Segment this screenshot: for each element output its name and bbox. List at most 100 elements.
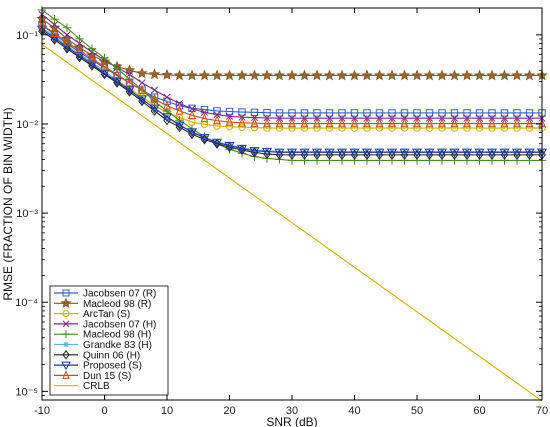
data-point-square	[288, 109, 296, 117]
data-point-triangle-down	[49, 34, 60, 44]
data-point-square	[525, 109, 534, 117]
data-point-circle	[488, 124, 496, 132]
data-point-triangle-down	[61, 361, 71, 371]
data-point-circle	[275, 124, 284, 132]
data-point-triangle-down	[149, 104, 160, 114]
data-point-star	[348, 69, 361, 81]
legend-label: Quinn 06 (H)	[83, 350, 140, 361]
data-point-triangle-up	[300, 118, 309, 128]
legend-item: CRLB	[54, 381, 110, 392]
data-point-triangle-up	[50, 27, 59, 38]
data-point-plus	[450, 156, 459, 165]
data-point-triangle-up	[413, 118, 421, 128]
data-point-triangle-up	[388, 118, 396, 128]
data-point-asterisk	[288, 148, 296, 155]
legend-label: Macleod 98 (R)	[83, 299, 151, 310]
data-point-triangle-up	[200, 113, 209, 123]
data-point-circle	[463, 124, 471, 132]
data-point-x	[150, 86, 159, 94]
data-point-x	[250, 114, 259, 122]
data-point-triangle-down	[336, 148, 348, 158]
data-point-star	[261, 69, 273, 81]
data-point-triangle-down	[461, 148, 473, 158]
data-point-triangle-down	[161, 113, 173, 123]
legend-item: Quinn 06 (H)	[54, 349, 140, 361]
x-tick-label: -10	[34, 405, 50, 417]
data-point-star	[373, 69, 386, 81]
data-point-square	[338, 109, 346, 117]
data-point-triangle-up	[375, 118, 384, 128]
data-point-triangle-down	[524, 148, 535, 158]
data-point-plus	[100, 53, 109, 63]
data-point-x	[263, 114, 271, 122]
data-point-x	[63, 31, 71, 39]
data-point-triangle-up	[163, 100, 171, 110]
data-point-circle	[475, 124, 484, 132]
data-point-triangle-up	[63, 36, 71, 46]
series-line	[41, 44, 543, 402]
series-crlb	[41, 44, 543, 402]
data-point-circle	[450, 124, 459, 132]
data-point-star	[161, 68, 173, 80]
data-point-triangle-down	[311, 148, 323, 158]
data-point-star	[223, 69, 236, 81]
data-point-star	[211, 69, 223, 81]
data-point-triangle-up	[213, 115, 221, 125]
data-point-star	[236, 69, 248, 81]
data-point-triangle-up	[288, 118, 296, 128]
data-point-plus	[500, 156, 509, 165]
legend-item: Dun 15 (S)	[54, 370, 131, 382]
data-point-plus	[400, 156, 409, 165]
data-point-square	[475, 109, 484, 117]
data-point-triangle-up	[475, 118, 484, 128]
data-point-plus	[50, 14, 59, 24]
data-point-triangle-down	[199, 134, 210, 143]
data-point-triangle-up	[138, 84, 146, 94]
data-point-star	[423, 69, 436, 81]
series-dun-15-s	[38, 19, 546, 128]
data-point-plus	[362, 156, 372, 165]
data-point-asterisk	[388, 148, 396, 155]
data-point-circle	[200, 120, 209, 129]
data-point-circle	[513, 124, 521, 132]
data-point-circle	[263, 124, 271, 132]
data-point-asterisk	[213, 138, 221, 146]
data-point-star	[198, 69, 211, 81]
legend-box	[49, 285, 169, 396]
data-point-asterisk	[276, 148, 283, 155]
data-point-square	[238, 108, 246, 116]
data-point-triangle-up	[313, 118, 321, 128]
data-point-triangle-up	[263, 118, 271, 128]
data-point-x	[62, 320, 70, 328]
data-point-plus	[525, 156, 534, 165]
data-point-star	[498, 69, 511, 81]
data-point-asterisk	[476, 148, 483, 155]
data-point-plus	[325, 156, 334, 165]
data-point-x	[175, 99, 184, 107]
data-point-circle	[388, 124, 396, 132]
data-point-triangle-down	[274, 148, 285, 158]
data-point-asterisk	[113, 76, 121, 84]
data-point-triangle-down	[174, 121, 185, 131]
data-point-plus	[475, 156, 484, 165]
data-point-plus	[312, 156, 322, 165]
y-axis-title: RMSE (FRACTION OF BIN WIDTH)	[1, 107, 15, 300]
data-point-star	[60, 297, 72, 308]
data-point-triangle-up	[275, 118, 284, 128]
data-point-square	[350, 109, 359, 117]
data-point-asterisk	[526, 148, 533, 155]
data-point-triangle-down	[249, 147, 260, 157]
x-tick-label: 40	[348, 405, 360, 417]
data-point-triangle-up	[500, 118, 509, 128]
data-point-plus	[87, 44, 97, 53]
data-point-triangle-down	[324, 148, 335, 158]
data-point-asterisk	[313, 148, 321, 155]
data-point-square	[250, 108, 259, 117]
data-point-triangle-down	[286, 148, 298, 158]
legend-label: Dun 15 (S)	[83, 371, 131, 382]
series-proposed-s	[36, 25, 548, 158]
data-point-star	[448, 69, 461, 81]
data-point-triangle-down	[474, 148, 485, 158]
data-point-star	[136, 67, 148, 79]
